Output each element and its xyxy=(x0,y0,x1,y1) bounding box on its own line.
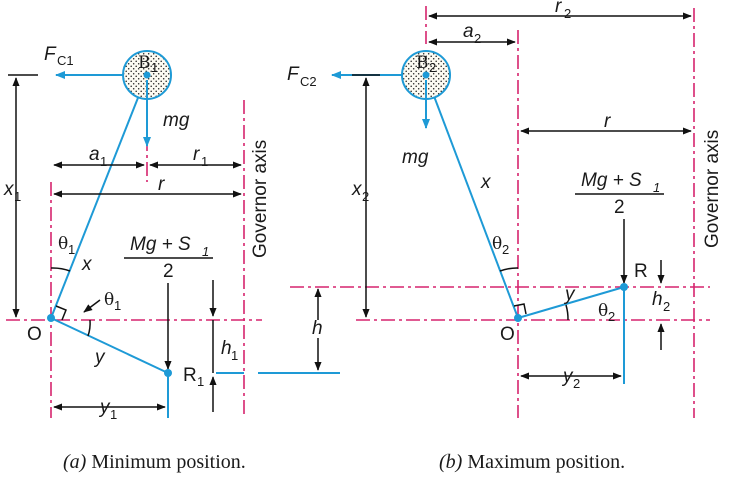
height-label-b: x xyxy=(351,179,363,200)
sleeve-point-sub-a: 1 xyxy=(197,374,204,389)
horiz-y-label-b: y xyxy=(561,366,574,387)
height-label-a: x xyxy=(3,179,15,200)
radius-label-b: r xyxy=(604,111,611,132)
link-y-label-b: y xyxy=(563,284,576,305)
radius-small-sub-a: 1 xyxy=(201,154,208,169)
sleeve-load-den-b: 2 xyxy=(614,197,625,218)
horiz-y-label-a: y xyxy=(98,397,111,418)
link-y-label-a: y xyxy=(93,347,106,368)
theta-label-a: θ xyxy=(58,234,68,254)
sleeve-load-num-sub-b: 1 xyxy=(653,180,660,195)
arm-label-b: x xyxy=(480,172,492,193)
right-angle-a xyxy=(55,305,67,321)
middle-lift: h xyxy=(258,288,340,374)
theta-arc-b xyxy=(499,267,519,272)
theta2-sub-a: 1 xyxy=(114,298,121,313)
upper-arm-b xyxy=(425,74,519,319)
lift-label-b: h xyxy=(652,289,663,310)
sleeve-load-num-a: Mg + S xyxy=(130,234,191,255)
horiz-y-sub-b: 2 xyxy=(573,376,580,391)
upper-arm-a xyxy=(50,74,148,319)
middle-lift-label: h xyxy=(312,318,323,339)
caption-a: (a) Minimum position. xyxy=(63,451,246,473)
sleeve-load-num-sub-a: 1 xyxy=(202,244,209,259)
radius-large-sub-b: 2 xyxy=(564,6,571,21)
weight-label-a: mg xyxy=(163,110,190,131)
theta2-label-b: θ xyxy=(598,301,608,321)
radius-label-a: r xyxy=(158,174,165,195)
centrifugal-force-label-b: F xyxy=(287,64,300,85)
radius-large-label-b: r xyxy=(555,0,562,17)
ball-label-b: B xyxy=(416,53,429,73)
pivot-label-a: O xyxy=(27,324,42,345)
lift-sub-a: 1 xyxy=(231,348,238,363)
theta-sub-a: 1 xyxy=(68,242,75,257)
weight-label-b: mg xyxy=(402,147,429,168)
sleeve-load-den-a: 2 xyxy=(163,261,174,282)
theta2-leader-a xyxy=(83,299,101,313)
horiz-y-sub-a: 1 xyxy=(110,407,117,422)
sleeve-point-label-b: R xyxy=(634,261,648,282)
sleeve-load-num-b: Mg + S xyxy=(581,170,642,191)
height-sub-a: 1 xyxy=(14,189,21,204)
panel-b: B 2 F C2 mg x 2 r 2 a 2 r x θ 2 y xyxy=(287,0,723,473)
ball-sub-b: 2 xyxy=(429,60,436,75)
offset-sub-b: 2 xyxy=(474,31,481,46)
lift-sub-b: 2 xyxy=(663,299,670,314)
governor-axis-label-a: Governor axis xyxy=(250,140,271,258)
right-angle-b xyxy=(513,303,527,315)
offset-label-a: a xyxy=(89,144,100,165)
sleeve-point-label-a: R xyxy=(183,365,197,386)
governor-axis-label-b: Governor axis xyxy=(702,130,723,248)
caption-b: (b) Maximum position. xyxy=(439,451,625,473)
theta-label-b: θ xyxy=(492,234,502,254)
centrifugal-force-sub-b: C2 xyxy=(300,74,317,89)
ball-label-a: B xyxy=(138,53,151,73)
centrifugal-force-sub-a: C1 xyxy=(57,53,74,68)
sleeve-point-b xyxy=(620,283,628,291)
pivot-b xyxy=(514,314,522,322)
lower-arm-a xyxy=(50,317,169,374)
arm-label-a: x xyxy=(81,254,93,275)
offset-sub-a: 1 xyxy=(100,154,107,169)
height-sub-b: 2 xyxy=(362,189,369,204)
centrifugal-force-label-a: F xyxy=(44,44,57,65)
ball-centre-b xyxy=(422,71,430,79)
theta2-arc-a xyxy=(87,319,91,337)
radius-small-label-a: r xyxy=(193,144,200,165)
ball-sub-a: 1 xyxy=(151,60,158,75)
pivot-label-b: O xyxy=(500,324,515,345)
theta-arc-a xyxy=(50,267,71,272)
theta2-label-a: θ xyxy=(104,290,114,310)
sleeve-point-a xyxy=(164,369,172,377)
theta2-arc-b xyxy=(565,304,569,321)
lift-label-a: h xyxy=(221,338,232,359)
theta-sub-b: 2 xyxy=(502,242,509,257)
ball-centre-a xyxy=(143,71,151,79)
lower-arm-b xyxy=(517,286,625,319)
offset-label-b: a xyxy=(463,21,474,42)
theta2-sub-b: 2 xyxy=(608,309,615,324)
pivot-a xyxy=(47,314,55,322)
panel-a: B 1 F C1 mg x 1 a 1 r 1 r θ 1 x xyxy=(3,44,271,473)
